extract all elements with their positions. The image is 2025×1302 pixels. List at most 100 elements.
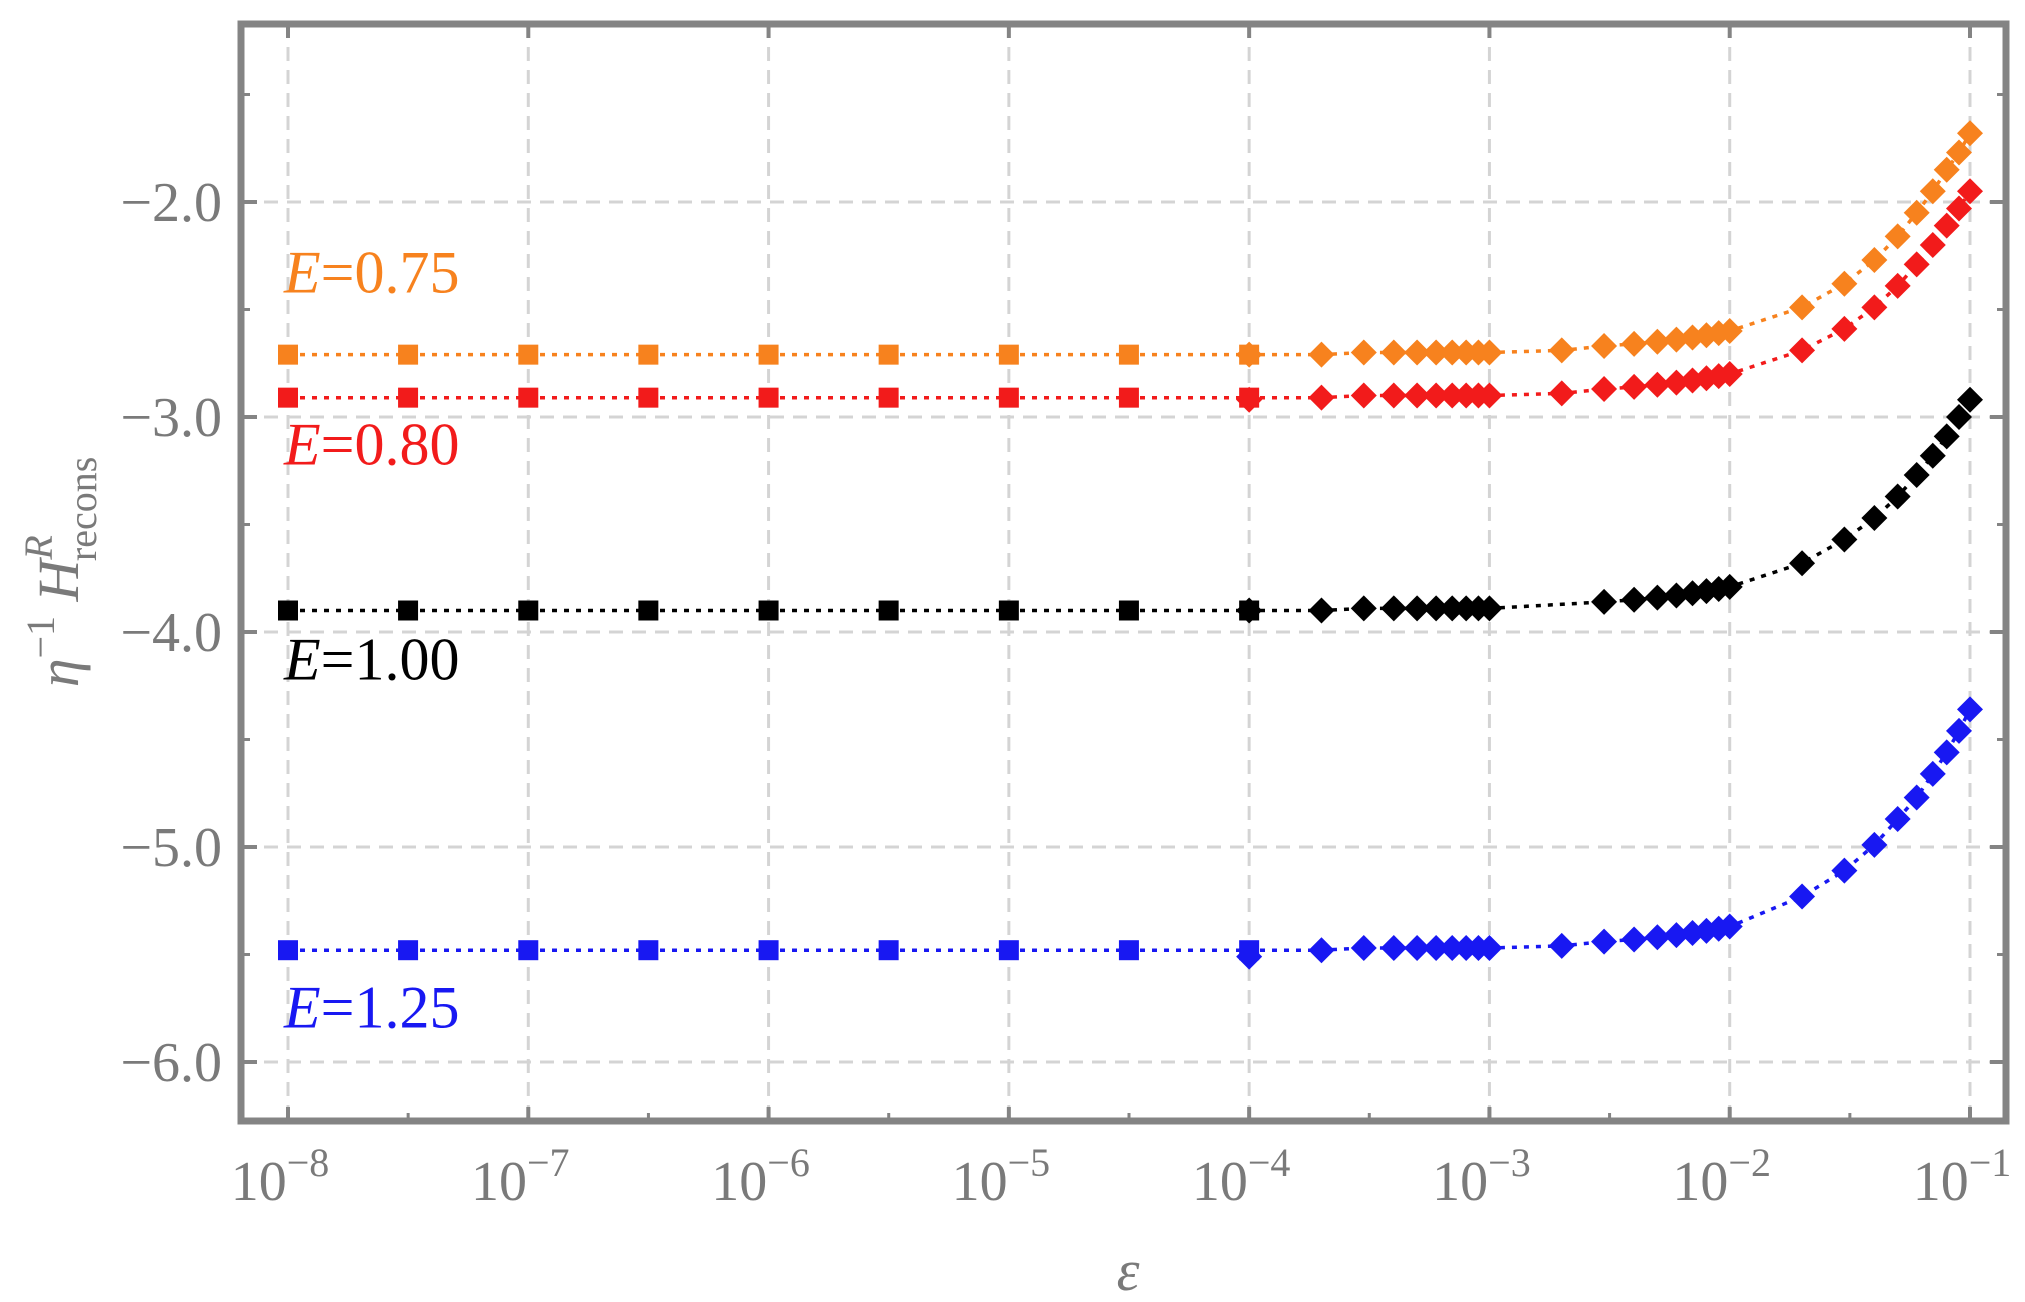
y-tick-label: −4.0 <box>120 602 222 664</box>
diamond-marker <box>1789 337 1816 364</box>
diamond-marker <box>1404 595 1431 622</box>
diamond-marker <box>1350 595 1377 622</box>
x-tick-label: 10−8 <box>231 1140 330 1213</box>
square-marker <box>278 387 298 408</box>
diamond-marker <box>1933 423 1960 450</box>
diamond-marker <box>1903 462 1930 489</box>
square-marker <box>998 387 1019 408</box>
series-lines <box>288 132 1972 952</box>
square-marker <box>278 344 298 365</box>
diamond-marker <box>1591 588 1618 615</box>
diamond-marker <box>1957 386 1983 413</box>
diamond-marker <box>1423 382 1450 409</box>
diamond-marker <box>1831 270 1858 297</box>
diamond-marker <box>1957 120 1983 147</box>
square-marker <box>1118 940 1139 961</box>
x-tick-label: 10−4 <box>1192 1140 1291 1213</box>
diamond-marker <box>1404 935 1431 962</box>
diamond-marker <box>1884 223 1911 250</box>
diamond-marker <box>1861 247 1888 274</box>
diamond-marker <box>1591 333 1618 360</box>
square-marker <box>878 344 899 365</box>
square-marker <box>1118 344 1139 365</box>
square-marker <box>638 600 659 621</box>
diamond-marker <box>1380 595 1407 622</box>
y-tick-label: −6.0 <box>120 1032 222 1094</box>
diamond-marker <box>1903 199 1930 226</box>
diamond-marker <box>1476 595 1503 622</box>
diamond-marker <box>1548 380 1575 407</box>
series-label-2: E=1.00 <box>283 626 460 692</box>
diamond-marker <box>1308 937 1335 964</box>
series-labels: E=0.75 E=0.80 E=1.00 E=1.25 <box>283 239 460 1040</box>
square-marker <box>998 344 1019 365</box>
diamond-marker <box>1404 339 1431 366</box>
axis-ticks <box>241 24 2006 1121</box>
y-axis-label: η−1 HRrecons <box>16 457 105 688</box>
series-line-3 <box>288 708 1972 952</box>
diamond-marker <box>1548 932 1575 959</box>
diamond-marker <box>1716 573 1743 600</box>
diamond-marker <box>1548 337 1575 364</box>
diamond-marker <box>1236 386 1263 413</box>
diamond-marker <box>1946 139 1973 166</box>
diamond-marker <box>1831 857 1858 884</box>
square-marker <box>398 600 419 621</box>
square-marker <box>518 344 539 365</box>
diamond-marker <box>1919 232 1946 258</box>
square-marker <box>638 387 659 408</box>
series-label-1: E=0.80 <box>283 411 460 477</box>
x-tick-label: 10−5 <box>952 1140 1051 1213</box>
diamond-marker <box>1350 382 1377 409</box>
square-marker <box>878 940 899 961</box>
diamond-marker <box>1903 251 1930 278</box>
square-marker <box>518 387 539 408</box>
diamond-marker <box>1933 212 1960 239</box>
diamond-marker <box>1884 483 1911 510</box>
diamond-marker <box>1919 442 1946 469</box>
diamond-marker <box>1644 584 1671 611</box>
diamond-marker <box>1380 339 1407 366</box>
diamond-marker <box>1236 943 1263 970</box>
diamond-marker <box>1591 928 1618 955</box>
plot-frame <box>237 20 2010 1125</box>
square-marker <box>398 940 419 961</box>
square-marker <box>998 940 1019 961</box>
diamond-marker <box>1439 339 1466 366</box>
square-marker <box>878 600 899 621</box>
diamond-marker <box>1716 913 1743 940</box>
diamond-marker <box>1789 294 1816 321</box>
square-marker <box>998 600 1019 621</box>
x-tick-labels: 10−8 10−7 10−6 10−5 10−4 10−3 10−2 10−1 <box>231 1140 2012 1213</box>
square-marker <box>398 344 419 365</box>
diamond-marker <box>1350 935 1377 962</box>
diamond-marker <box>1946 717 1973 744</box>
diamond-marker <box>1439 595 1466 622</box>
diamond-marker <box>1621 926 1648 953</box>
y-tick-label: −3.0 <box>120 387 222 449</box>
diamond-marker <box>1476 382 1503 409</box>
diamond-marker <box>1919 760 1946 787</box>
x-tick-label: 10−2 <box>1672 1140 1771 1213</box>
diamond-marker <box>1663 582 1690 609</box>
diamond-marker <box>1380 382 1407 409</box>
diamond-marker <box>1439 382 1466 409</box>
diamond-marker <box>1621 373 1648 400</box>
square-marker <box>758 600 779 621</box>
square-marker <box>758 940 779 961</box>
x-tick-label: 10−3 <box>1432 1140 1531 1213</box>
square-marker <box>1118 600 1139 621</box>
diamond-marker <box>1903 784 1930 811</box>
square-marker <box>1118 387 1139 408</box>
diamond-marker <box>1946 195 1973 222</box>
diamond-marker <box>1957 178 1983 205</box>
diamond-marker <box>1716 318 1743 344</box>
series-label-0: E=0.75 <box>283 239 460 305</box>
diamond-marker <box>1644 328 1671 355</box>
y-tick-labels: −2.0 −3.0 −4.0 −5.0 −6.0 <box>120 172 222 1094</box>
diamond-marker <box>1476 339 1503 366</box>
diamond-marker <box>1831 315 1858 342</box>
diamond-marker <box>1644 924 1671 951</box>
diamond-marker <box>1423 935 1450 962</box>
